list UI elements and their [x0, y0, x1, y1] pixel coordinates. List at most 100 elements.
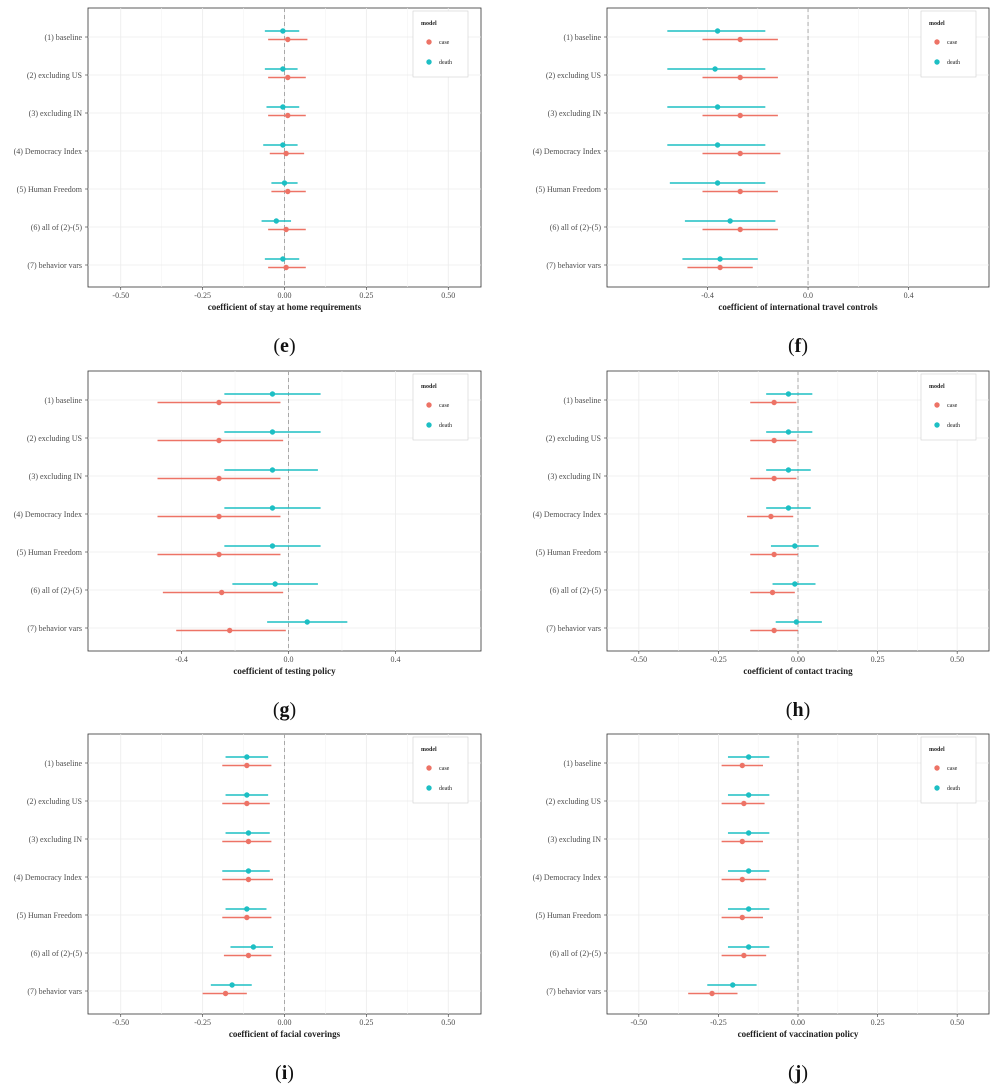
death-point [280, 28, 286, 34]
death-point [269, 429, 276, 435]
death-point [229, 982, 235, 988]
death-point [714, 104, 721, 110]
death-point [244, 792, 250, 798]
death-point [269, 467, 276, 473]
row-label: (5) Human Freedom [17, 911, 83, 920]
case-point [285, 112, 291, 119]
row-label: (5) Human Freedom [536, 548, 602, 557]
death-point [785, 467, 792, 473]
x-tick-label: 0.00 [791, 1018, 805, 1027]
case-point [739, 914, 745, 921]
legend-case-label: case [439, 766, 450, 772]
case-point [737, 226, 743, 233]
case-point [244, 762, 250, 769]
panel-letter: (h) [786, 699, 810, 721]
case-point [771, 551, 777, 558]
x-tick-label: 0.0 [284, 655, 294, 664]
x-tick-label: 0.4 [904, 291, 914, 300]
row-label: (6) all of (2)-(5) [550, 949, 602, 958]
x-tick-label: 0.4 [390, 655, 400, 664]
case-point [737, 150, 743, 157]
case-point [226, 627, 233, 634]
case-point [216, 513, 222, 520]
case-point [283, 264, 289, 271]
legend-case-key [426, 765, 432, 771]
case-point [285, 188, 291, 195]
case-point [771, 437, 777, 444]
case-point [739, 762, 745, 769]
panel-letter: (e) [273, 335, 295, 357]
death-point [714, 142, 721, 148]
row-label: (3) excluding IN [548, 835, 602, 844]
legend-death-label: death [947, 423, 960, 429]
row-label: (4) Democracy Index [533, 873, 601, 882]
row-label: (6) all of (2)-(5) [550, 223, 602, 232]
row-label: (5) Human Freedom [536, 185, 602, 194]
panel-f: -0.4 0.0 0.4 (1) baseline (2) excluding US (3… [533, 7, 990, 357]
death-point [280, 66, 286, 72]
case-point [216, 437, 222, 444]
x-tick-label: -0.50 [112, 1018, 129, 1027]
legend-case-label: case [439, 40, 450, 46]
row-label: (2) excluding US [27, 71, 82, 80]
row-label: (1) baseline [563, 396, 601, 405]
row-label: (7) behavior vars [27, 987, 82, 996]
x-tick-label: -0.25 [194, 291, 211, 300]
case-point [771, 475, 777, 482]
row-label: (2) excluding US [546, 71, 601, 80]
legend-title: model [929, 384, 945, 390]
row-label: (4) Democracy Index [14, 147, 82, 156]
case-point [245, 952, 252, 959]
death-point [245, 868, 252, 874]
death-point [745, 868, 752, 874]
legend-title: model [421, 21, 437, 27]
panel-g: -0.4 0.0 0.4 (1) baseline (2) excluding US (3… [14, 370, 482, 721]
case-point [216, 399, 222, 406]
panel-letter: (g) [273, 699, 296, 721]
row-label: (2) excluding US [546, 797, 601, 806]
x-axis-label: coefficient of contact tracing [743, 666, 853, 676]
panel-letter: (j) [788, 1062, 808, 1084]
legend-box [412, 373, 469, 441]
row-label: (4) Democracy Index [14, 510, 82, 519]
legend-case-label: case [439, 403, 450, 409]
x-tick-label: 0.50 [441, 1018, 455, 1027]
row-label: (7) behavior vars [546, 624, 601, 633]
case-point [218, 589, 225, 596]
death-point [717, 256, 723, 262]
x-tick-label: 0.25 [871, 1018, 885, 1027]
legend-death-key [426, 59, 432, 65]
case-point [285, 36, 291, 43]
x-axis-label: coefficient of stay at home requirements [208, 302, 362, 312]
x-tick-label: -0.50 [630, 1018, 647, 1027]
case-point [771, 399, 777, 406]
legend-case-key [934, 39, 940, 45]
death-point [244, 906, 250, 912]
x-axis-label: coefficient of testing policy [233, 666, 336, 676]
panel-letter: (f) [788, 335, 808, 357]
death-point [273, 218, 280, 224]
legend-death-label: death [439, 423, 452, 429]
legend-case-label: case [947, 40, 958, 46]
case-point [216, 551, 222, 558]
death-point [712, 66, 718, 72]
row-label: (5) Human Freedom [17, 185, 83, 194]
row-label: (1) baseline [44, 33, 82, 42]
death-point [250, 944, 257, 950]
death-point [745, 754, 752, 760]
legend-death-key [426, 785, 432, 791]
x-tick-label: -0.50 [112, 291, 129, 300]
x-tick-label: 0.25 [359, 291, 373, 300]
legend-death-label: death [947, 786, 960, 792]
panel-letter: (i) [275, 1062, 294, 1084]
legend-title: model [929, 21, 945, 27]
legend-death-label: death [439, 786, 452, 792]
legend-death-key [934, 785, 940, 791]
death-point [745, 830, 752, 836]
row-label: (1) baseline [563, 759, 601, 768]
x-tick-label: -0.25 [710, 1018, 727, 1027]
row-label: (5) Human Freedom [17, 548, 83, 557]
x-tick-label: 0.00 [791, 655, 805, 664]
legend-box [920, 10, 977, 78]
